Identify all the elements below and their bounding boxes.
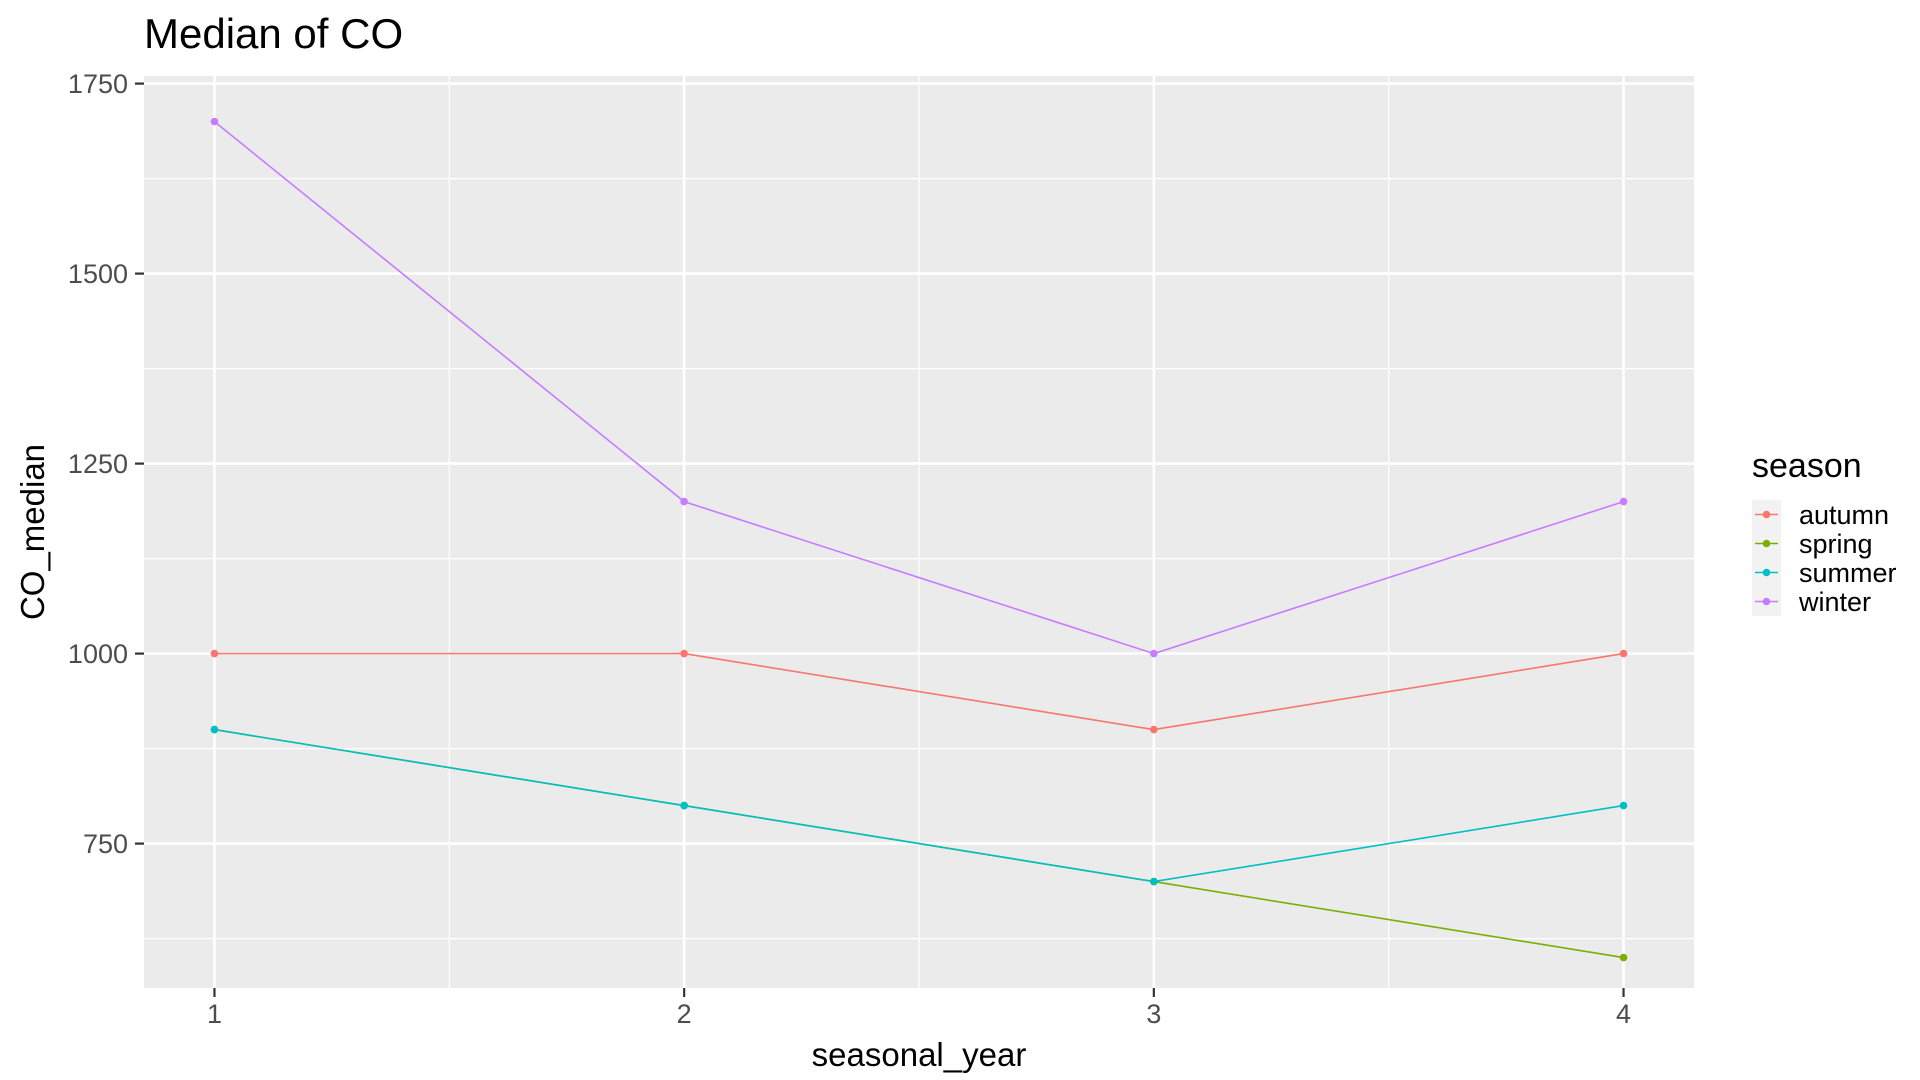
chart-title: Median of CO xyxy=(144,10,403,57)
series-points xyxy=(210,117,1628,962)
y-tick-label: 750 xyxy=(83,829,128,859)
x-axis: 1 2 3 4 xyxy=(207,988,1631,1029)
data-point-autumn xyxy=(1619,649,1628,658)
legend-label-autumn: autumn xyxy=(1799,500,1889,530)
data-point-winter xyxy=(210,117,219,126)
y-tick-label: 1750 xyxy=(68,69,128,99)
data-point-summer xyxy=(1150,877,1158,886)
y-axis-title: CO_median xyxy=(14,444,51,620)
legend-key-point-spring xyxy=(1762,539,1771,548)
legend-key-point-summer xyxy=(1762,568,1771,577)
x-tick-label: 3 xyxy=(1146,999,1161,1029)
series-line-winter xyxy=(213,120,1624,655)
data-point-winter xyxy=(680,497,688,506)
legend-key-point-autumn xyxy=(1762,510,1771,519)
series-line-autumn xyxy=(214,652,1624,731)
data-point-summer xyxy=(210,725,219,734)
legend-label-spring: spring xyxy=(1799,529,1873,559)
legend-key-point-winter xyxy=(1762,597,1771,606)
y-axis: 750 1000 1250 1500 1750 xyxy=(68,69,144,859)
x-axis-title: seasonal_year xyxy=(812,1036,1027,1073)
legend-label-summer: summer xyxy=(1799,558,1897,588)
data-point-summer xyxy=(1619,801,1628,810)
series-line-summer xyxy=(214,728,1624,883)
data-point-autumn xyxy=(1150,725,1158,734)
x-tick-label: 1 xyxy=(207,999,222,1029)
data-point-summer xyxy=(680,801,688,810)
data-point-winter xyxy=(1150,649,1158,658)
series-lines xyxy=(213,120,1624,959)
legend-title: season xyxy=(1752,447,1862,485)
y-tick-label: 1000 xyxy=(68,639,128,669)
x-tick-label: 2 xyxy=(677,999,692,1029)
data-point-autumn xyxy=(210,649,219,658)
legend-label-winter: winter xyxy=(1798,587,1871,617)
data-point-winter xyxy=(1619,497,1628,506)
y-tick-label: 1500 xyxy=(68,259,128,289)
x-tick-label: 4 xyxy=(1616,999,1631,1029)
y-tick-label: 1250 xyxy=(68,449,128,479)
data-point-spring xyxy=(1619,953,1628,962)
grid-minor xyxy=(144,76,1694,988)
data-point-autumn xyxy=(680,649,688,658)
